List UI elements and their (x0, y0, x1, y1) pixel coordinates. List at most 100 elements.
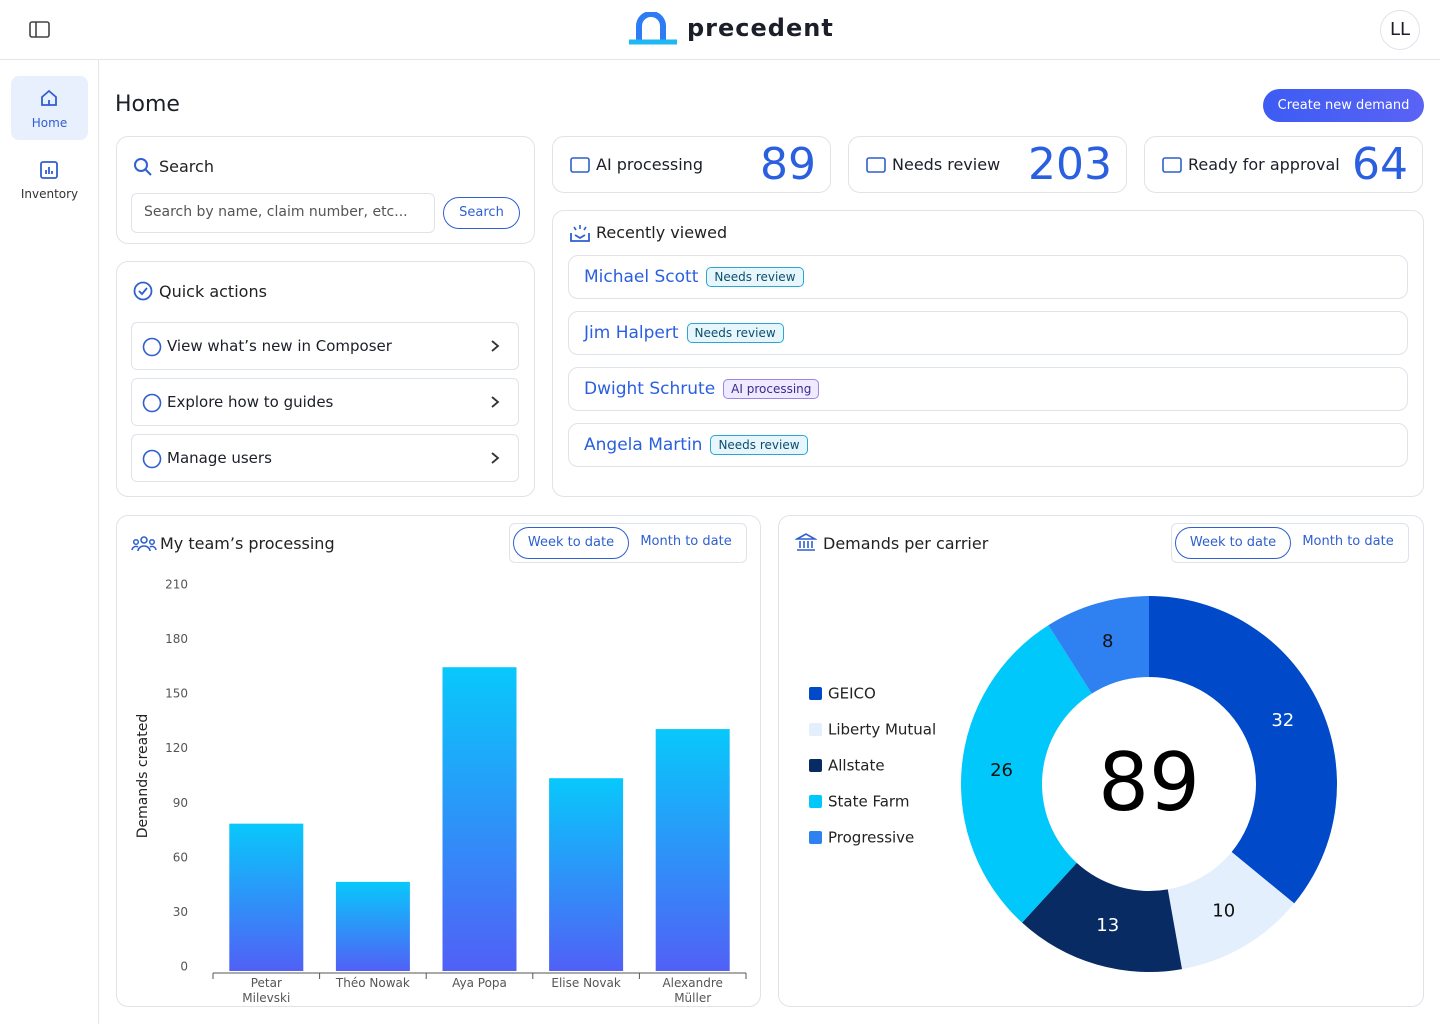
legend-swatch (809, 795, 822, 808)
icon-circle (142, 449, 162, 469)
action-label: Manage users (167, 449, 272, 467)
team-icon (131, 536, 157, 552)
legend-label: Liberty Mutual (828, 721, 936, 739)
quick-actions-card: Quick actions View what’s new in Compose… (116, 261, 535, 497)
action-icon (142, 393, 162, 413)
toggle[interactable]: Month to date (640, 534, 732, 549)
x-tick-label: Aya Popa (452, 976, 507, 990)
sidebar-toggle[interactable] (29, 21, 51, 39)
legend-swatch (809, 687, 822, 700)
action-label: Explore how to guides (167, 393, 334, 411)
recent-item[interactable]: Dwight Schrute AI processing (568, 367, 1408, 411)
nav-label: Inventory (20, 187, 79, 201)
x-tick-label: Alexandre Müller (662, 976, 723, 1005)
chevron-path (491, 396, 500, 408)
avatar[interactable]: LL (1380, 10, 1420, 50)
bar (229, 823, 304, 971)
icon-circle (142, 337, 162, 357)
search-input[interactable]: Search by name, claim number, etc... (131, 193, 435, 233)
y-tick-label: 0 (180, 960, 188, 974)
toggle[interactable]: Week to date (1175, 527, 1291, 559)
recent-icon (570, 225, 590, 242)
create-button[interactable]: Create new demand (1263, 89, 1424, 122)
icon-shape (570, 157, 590, 173)
y-tick-label: 30 (173, 905, 188, 919)
header: precedent LL (0, 0, 1440, 60)
recent-name: Jim Halpert (584, 323, 679, 343)
nav-inventory[interactable]: Inventory (11, 150, 88, 214)
chevron-path (491, 452, 500, 464)
sidebar: Home Inventory (0, 60, 99, 1024)
status-badge: AI processing (723, 379, 820, 399)
stat-card: Needs review 203 (848, 136, 1127, 193)
x-tick-label: Petar Milevski (242, 976, 291, 1005)
slice-label: 32 (1271, 710, 1294, 731)
recent-item[interactable]: Angela Martin Needs review (568, 423, 1408, 467)
stat-value: 64 (1352, 139, 1408, 190)
bar (335, 881, 410, 971)
recent-item[interactable]: Michael Scott Needs review (568, 255, 1408, 299)
toggle-group: Week to date Month to date (509, 523, 747, 563)
action-icon (142, 337, 162, 357)
bank-icon (795, 533, 817, 551)
chevron (491, 452, 500, 464)
icon-shape (1162, 157, 1182, 173)
y-tick-label: 60 (173, 850, 188, 864)
stat-label: Ready for approval (1188, 155, 1340, 174)
search-card: Search Search by name, claim number, etc… (116, 136, 535, 244)
legend-label: State Farm (828, 793, 909, 811)
stat-value: 203 (1028, 139, 1112, 190)
center-label: 89 (1098, 736, 1200, 829)
legend-swatch (809, 759, 822, 772)
quick-action[interactable]: Explore how to guides (131, 378, 519, 426)
stat-card: AI processing 89 (552, 136, 831, 193)
card-title: Demands per carrier (823, 534, 989, 553)
logo-icon (629, 12, 677, 45)
donut-slice (1167, 851, 1295, 970)
x-tick-label: Théo Nowak (335, 976, 410, 990)
recent-name: Angela Martin (584, 435, 703, 455)
y-tick-label: 180 (165, 632, 188, 646)
home-icon (41, 89, 57, 106)
nav-home[interactable]: Home (11, 76, 88, 140)
recent-item[interactable]: Jim Halpert Needs review (568, 311, 1408, 355)
card-title: Recently viewed (596, 223, 728, 242)
recent-name: Dwight Schrute (584, 379, 716, 399)
legend-label: GEICO (828, 685, 876, 703)
action-label: View what’s new in Composer (167, 337, 392, 355)
y-tick-label: 210 (165, 578, 188, 592)
search-button[interactable]: Search (443, 197, 520, 229)
status-badge: Needs review (710, 435, 808, 455)
card-title: Quick actions (159, 282, 267, 301)
donut-slice (1022, 862, 1183, 972)
stat-label: AI processing (596, 155, 703, 174)
toggle[interactable]: Month to date (1302, 534, 1394, 549)
stat-icon (570, 157, 590, 173)
stat-label: Needs review (892, 155, 1001, 174)
toggle[interactable]: Week to date (513, 527, 629, 559)
slice-label: 13 (1096, 915, 1119, 936)
carrier-card: Demands per carrier Week to date Month to… (778, 515, 1424, 1007)
stat-card: Ready for approval 64 (1144, 136, 1423, 193)
team-processing-card: My team’s processing Week to date Month t… (116, 515, 761, 1007)
icon-shape (866, 157, 886, 173)
check-icon (133, 281, 153, 301)
legend-swatch (809, 723, 822, 736)
y-axis-label: Demands created (135, 714, 151, 838)
page-title: Home (115, 92, 180, 117)
stat-icon (1162, 157, 1182, 173)
recently-viewed-card: Recently viewed Michael Scott Needs revie… (552, 210, 1424, 497)
quick-action[interactable]: View what’s new in Composer (131, 322, 519, 370)
stat-icon (866, 157, 886, 173)
y-tick-label: 90 (173, 796, 188, 810)
status-badge: Needs review (706, 267, 804, 287)
donut-chart: 32 GEICO 10 Liberty Mutual 13 Allstate 26 State… (809, 596, 1337, 972)
quick-action[interactable]: Manage users (131, 434, 519, 482)
status-badge: Needs review (686, 323, 784, 343)
recent-name: Michael Scott (584, 267, 699, 287)
card-title: My team’s processing (160, 534, 335, 553)
nav-label: Home (31, 116, 68, 130)
bar-chart: 0 30 60 90 120 150 180 210 Demands created (135, 578, 747, 979)
logo: precedent (687, 14, 834, 42)
